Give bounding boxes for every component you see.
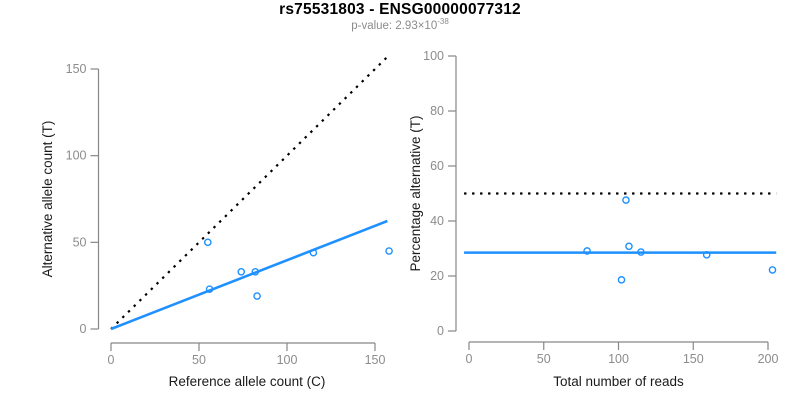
x-tick-label: 200 [758,352,779,366]
data-point-marker [205,285,214,293]
y-axis-title: Alternative allele count (T) [40,121,55,278]
data-point-marker [625,242,633,251]
data-point-marker [617,276,626,284]
data-point-marker [768,266,777,274]
data-point-marker [637,248,645,256]
x-tick-label: 150 [683,352,704,366]
y-tick-label: 0 [80,322,87,336]
right-scatter-plot: 0 20 40 60 80 100 0 50 100 150 200 Total number of … [408,49,778,389]
x-tick-label: 50 [192,353,206,367]
x-axis-title: Reference allele count (C) [169,374,326,389]
left-scatter-plot: 0 50 100 150 0 50 100 150 Reference allele count… [40,56,393,389]
p-value-subtitle: p-value: 2.93×10-38 [0,17,800,32]
x-axis-title: Total number of reads [553,374,684,389]
y-tick-label: 50 [73,235,87,249]
y-tick-label: 100 [423,49,444,63]
y-tick-label: 0 [437,324,444,338]
y-axis-title: Percentage alternative (T) [408,115,423,271]
x-tick-label: 150 [365,353,386,367]
data-point-marker [702,251,711,259]
p-value-text: p-value: 2.93×10 [351,19,438,32]
y-tick-label: 60 [430,159,444,173]
x-tick-label: 0 [108,353,115,367]
identity-line-dotted [110,56,389,330]
y-tick-label: 100 [66,149,87,163]
data-point-marker [583,247,591,255]
data-point-marker [203,238,212,247]
figure-title: rs75531803 - ENSG00000077312 [279,1,521,18]
y-tick-label: 20 [430,269,444,283]
x-tick-label: 50 [537,352,551,366]
data-point-marker [622,196,630,204]
y-tick-label: 80 [430,104,444,118]
data-point-marker [309,248,318,257]
x-tick-label: 0 [466,352,473,366]
y-tick-label: 150 [66,62,87,76]
x-tick-label: 100 [608,352,629,366]
data-point-marker [251,268,260,276]
x-tick-label: 100 [277,353,298,367]
allelic-ratio-fit-line [110,219,388,331]
p-value-exponent: -38 [437,17,449,26]
data-point-marker [237,268,246,276]
data-point-marker [385,247,393,255]
y-tick-label: 40 [430,214,444,228]
data-point-marker [253,292,261,300]
